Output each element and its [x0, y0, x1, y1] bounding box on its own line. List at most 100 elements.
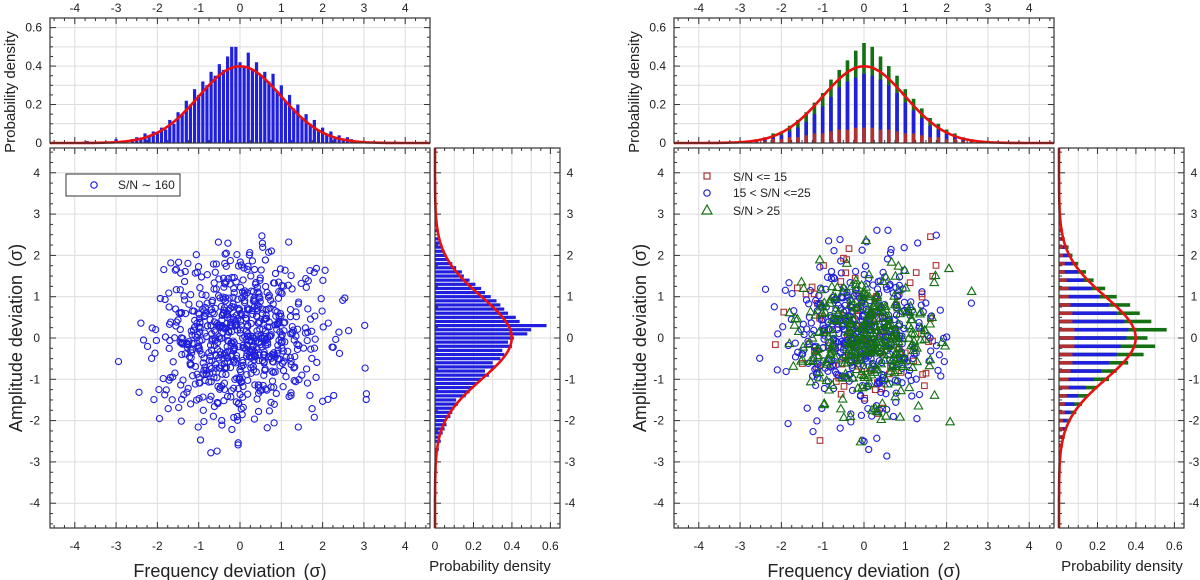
left-side-y-tick-label: -2 [565, 414, 576, 428]
right-side-gaussian-fit [1057, 148, 1138, 528]
left-point-circle [222, 348, 230, 357]
right-side-bar-mid [1059, 311, 1117, 316]
left-side-bar [435, 245, 443, 249]
left-point-circle [304, 305, 312, 313]
right-x-tick-label: -3 [735, 539, 746, 553]
left-point-circle [205, 378, 213, 386]
left-side-bar [435, 295, 491, 299]
left-point-circle [335, 349, 344, 358]
left-point-circle [319, 323, 327, 331]
left-point-circle [239, 358, 247, 367]
left-point-circle [222, 262, 230, 270]
right-point-triangle [908, 340, 920, 350]
right-point-circle [877, 388, 885, 397]
right-side-bar-low [1059, 377, 1069, 382]
right-point-triangle [793, 325, 805, 335]
right-side-bar-low [1059, 344, 1075, 349]
left-point-circle [150, 395, 158, 404]
right-point-triangle [880, 373, 891, 383]
right-point-triangle [890, 324, 901, 334]
right-point-square [921, 382, 928, 390]
left-point-circle [272, 389, 280, 398]
left-top-y-tick-label: 0.2 [25, 98, 42, 112]
left-point-circle [218, 421, 226, 429]
left-point-circle [318, 307, 326, 315]
left-point-circle [312, 264, 321, 273]
left-point-circle [286, 305, 295, 314]
right-side-bar-low [1059, 435, 1061, 439]
left-top-histogram: -4 -3 -2 -1 0 1 2 3 4 0 0.2 0.4 0.6 [25, 1, 431, 150]
left-point-circle [172, 322, 180, 330]
left-point-circle [197, 273, 206, 281]
left-point-circle [254, 288, 262, 296]
left-point-circle [191, 362, 200, 371]
left-top-bar [159, 127, 164, 143]
right-side-bar-low [1059, 270, 1065, 274]
right-point-triangle [841, 349, 852, 359]
right-top-bar-low [969, 141, 974, 143]
right-y-tick-label: 4 [657, 166, 664, 180]
left-top-bar [197, 94, 201, 143]
left-point-circle [167, 259, 175, 267]
right-point-triangle [880, 271, 891, 281]
left-point-circle [202, 366, 210, 375]
right-top-bar-mid [920, 118, 924, 143]
right-point-circle [884, 226, 892, 234]
right-legend-label-2: 15 < S/N <=25 [733, 186, 811, 200]
right-point-triangle [930, 270, 941, 280]
left-point-circle [262, 336, 270, 344]
left-top-bar [292, 108, 296, 143]
right-point-triangle [900, 306, 912, 316]
left-point-circle [280, 319, 288, 327]
right-point-triangle [877, 397, 888, 407]
left-point-circle [243, 304, 252, 312]
left-point-circle [303, 336, 311, 345]
right-point-triangle [825, 294, 836, 304]
right-point-triangle [830, 292, 841, 302]
left-point-circle [196, 324, 204, 332]
left-point-circle [221, 250, 229, 258]
left-point-circle [206, 396, 214, 404]
right-point-triangle [885, 365, 897, 375]
right-point-circle [816, 284, 825, 292]
right-point-circle [773, 366, 781, 374]
right-point-square [837, 278, 845, 285]
left-point-circle [202, 291, 210, 299]
left-point-circle [194, 345, 202, 353]
right-y-tick-label: -3 [653, 455, 664, 469]
left-point-circle [306, 315, 315, 323]
left-point-circle [302, 283, 310, 292]
left-point-circle [176, 286, 184, 294]
left-point-circle [216, 294, 224, 302]
left-point-circle [180, 296, 189, 304]
left-point-circle [284, 347, 292, 355]
left-point-circle [152, 325, 160, 334]
right-point-triangle [829, 352, 841, 362]
right-top-bar-low [771, 139, 775, 143]
left-point-circle [293, 340, 301, 348]
left-point-circle [218, 370, 226, 378]
left-side-bar [435, 282, 476, 286]
left-point-circle [231, 375, 239, 384]
right-point-triangle [856, 279, 867, 289]
left-point-circle [223, 311, 232, 319]
right-legend-label-1: S/N <= 15 [733, 170, 787, 184]
right-point-triangle [838, 282, 849, 292]
left-point-circle [213, 447, 221, 455]
right-point-square [842, 269, 850, 277]
right-point-circle [791, 353, 800, 361]
right-point-triangle [840, 368, 851, 378]
left-side-bar [435, 410, 453, 414]
left-point-circle [276, 310, 285, 318]
right-point-triangle [886, 256, 897, 266]
right-point-triangle [905, 314, 917, 324]
left-point-circle [165, 344, 173, 353]
left-side-bar [435, 365, 495, 369]
right-point-triangle [860, 281, 872, 291]
left-point-circle [222, 364, 230, 372]
right-point-circle [865, 445, 873, 454]
left-point-circle [246, 248, 254, 257]
left-point-circle [210, 341, 219, 350]
right-point-triangle [804, 355, 816, 366]
left-point-circle [230, 284, 238, 293]
